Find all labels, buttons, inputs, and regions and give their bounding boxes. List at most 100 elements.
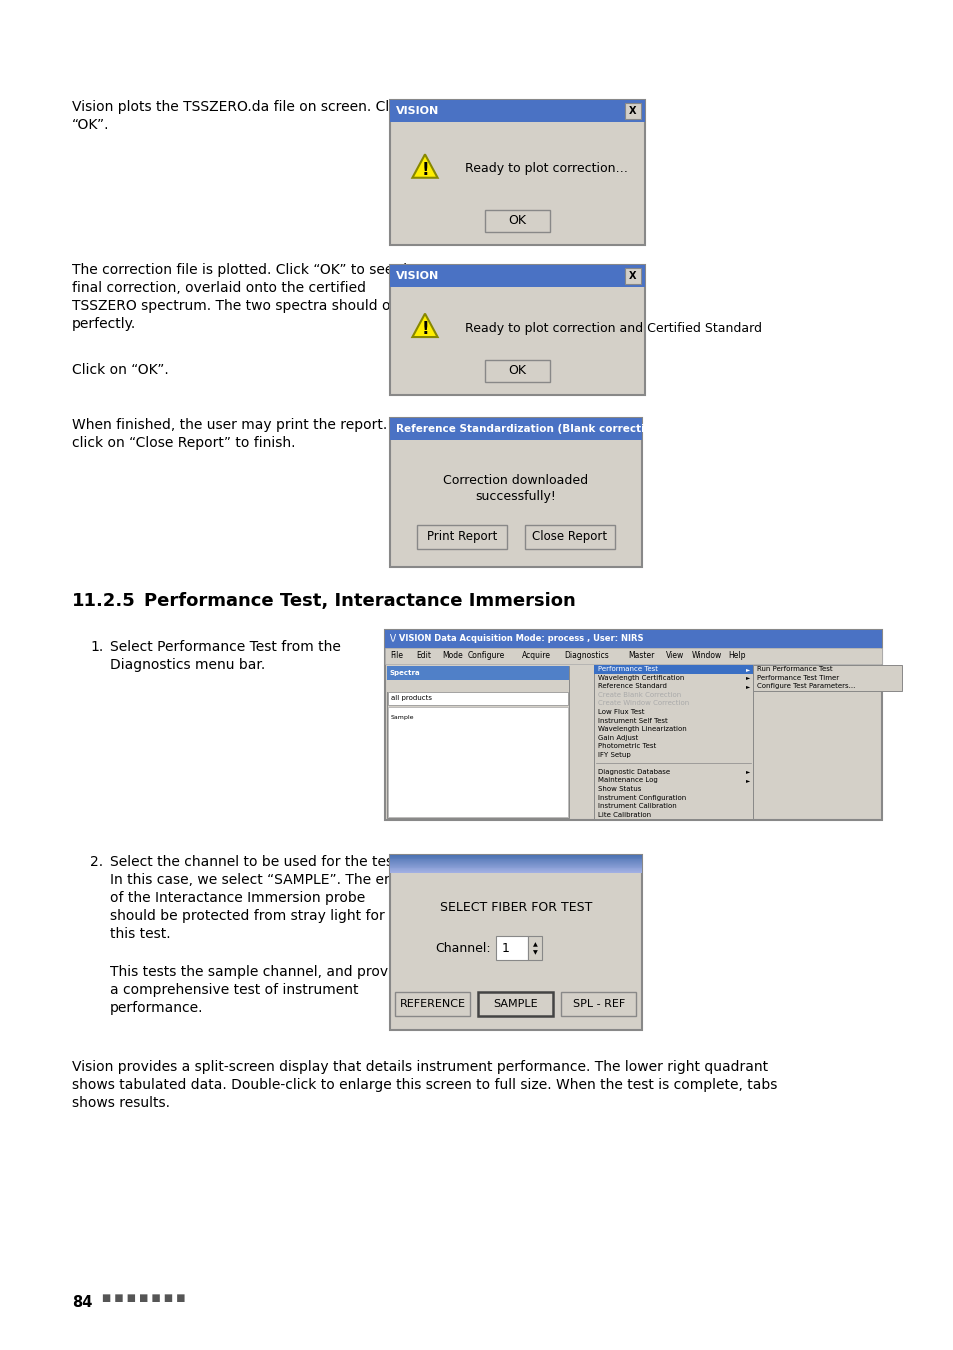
Text: Diagnostics menu bar.: Diagnostics menu bar. (110, 657, 265, 672)
Text: X: X (629, 271, 636, 281)
Text: Click on “OK”.: Click on “OK”. (71, 363, 169, 377)
Text: IFY Setup: IFY Setup (598, 752, 630, 757)
Text: Mode: Mode (441, 652, 462, 660)
Bar (416, 525, 506, 549)
Text: Instrument Self Test: Instrument Self Test (598, 718, 667, 724)
Text: This tests the sample channel, and provides: This tests the sample channel, and provi… (110, 965, 416, 979)
Text: Lite Calibration: Lite Calibration (598, 811, 650, 818)
Bar (385, 630, 882, 819)
Text: ►: ► (744, 769, 749, 775)
Text: VISION: VISION (395, 271, 438, 281)
Bar (390, 100, 644, 122)
Text: performance.: performance. (110, 1000, 203, 1015)
Bar (593, 666, 752, 674)
Text: of the Interactance Immersion probe: of the Interactance Immersion probe (110, 891, 365, 904)
Bar (387, 680, 568, 693)
Text: this test.: this test. (110, 927, 171, 941)
Bar (478, 992, 553, 1017)
Text: Diagnostics: Diagnostics (563, 652, 608, 660)
Text: Master: Master (628, 652, 654, 660)
Text: Reference Standardization (Blank correction): Reference Standardization (Blank correct… (395, 424, 663, 433)
Text: Instrument Configuration: Instrument Configuration (598, 795, 685, 801)
Bar (390, 265, 644, 288)
Text: Show Status: Show Status (598, 786, 640, 792)
Text: Select Performance Test from the: Select Performance Test from the (110, 640, 340, 653)
Text: ►: ► (744, 675, 749, 680)
Bar (395, 992, 470, 1017)
Polygon shape (412, 313, 437, 338)
Bar (390, 418, 641, 567)
Text: Ready to plot correction…: Ready to plot correction… (464, 162, 627, 176)
Text: Gain Adjust: Gain Adjust (598, 734, 638, 741)
Text: ►: ► (744, 667, 749, 672)
Text: Vision provides a split-screen display that details instrument performance. The : Vision provides a split-screen display t… (71, 1060, 767, 1075)
Bar (390, 855, 641, 1030)
Text: \/ VISION Data Acquisition Mode: process , User: NIRS: \/ VISION Data Acquisition Mode: process… (390, 634, 643, 644)
Text: OK: OK (508, 364, 526, 378)
Text: Correction downloaded: Correction downloaded (443, 474, 588, 487)
Text: In this case, we select “SAMPLE”. The end: In this case, we select “SAMPLE”. The en… (110, 873, 401, 887)
Text: SAMPLE: SAMPLE (493, 999, 537, 1008)
Text: Acquire: Acquire (521, 652, 550, 660)
Bar (385, 648, 882, 664)
Polygon shape (412, 154, 437, 178)
Bar (390, 100, 644, 244)
Text: SELECT FIBER FOR TEST: SELECT FIBER FOR TEST (439, 900, 592, 914)
Text: all products: all products (391, 695, 432, 702)
Text: Select the channel to be used for the test.: Select the channel to be used for the te… (110, 855, 402, 869)
Text: Close Report: Close Report (532, 531, 607, 544)
Bar (484, 211, 550, 232)
Bar (388, 707, 567, 817)
Text: Performance Test Timer: Performance Test Timer (756, 675, 838, 680)
Text: !: ! (420, 320, 428, 338)
Text: ►: ► (744, 778, 749, 783)
Bar (387, 666, 568, 680)
Text: ►: ► (744, 684, 749, 688)
Text: VISION: VISION (395, 107, 438, 116)
Text: Diagnostic Database: Diagnostic Database (598, 769, 669, 775)
Text: 11.2.5: 11.2.5 (71, 593, 135, 610)
Bar (561, 992, 636, 1017)
Text: ■ ■ ■ ■ ■ ■ ■: ■ ■ ■ ■ ■ ■ ■ (102, 1293, 185, 1303)
Text: The correction file is plotted. Click “OK” to see the: The correction file is plotted. Click “O… (71, 263, 420, 277)
Text: OK: OK (508, 215, 526, 228)
Text: 2.: 2. (90, 855, 103, 869)
Text: “OK”.: “OK”. (71, 117, 110, 132)
Bar (385, 630, 882, 648)
Text: TSSZERO spectrum. The two spectra should overlay: TSSZERO spectrum. The two spectra should… (71, 298, 434, 313)
Text: ▲: ▲ (532, 942, 537, 946)
Text: Create Blank Correction: Create Blank Correction (598, 693, 680, 698)
Text: should be protected from stray light for: should be protected from stray light for (110, 909, 384, 923)
Text: click on “Close Report” to finish.: click on “Close Report” to finish. (71, 436, 295, 450)
Text: File: File (390, 652, 402, 660)
Text: shows tabulated data. Double-click to enlarge this screen to full size. When the: shows tabulated data. Double-click to en… (71, 1079, 777, 1092)
Bar (390, 418, 641, 440)
Bar (593, 666, 752, 819)
Text: Run Performance Test: Run Performance Test (756, 667, 832, 672)
Text: Wavelength Certification: Wavelength Certification (598, 675, 683, 680)
Text: successfully!: successfully! (475, 490, 556, 504)
Text: Edit: Edit (416, 652, 431, 660)
Bar (752, 666, 901, 691)
Bar (624, 269, 640, 284)
Text: Channel:: Channel: (435, 942, 491, 954)
Text: Spectra: Spectra (390, 670, 420, 676)
Text: Low Flux Test: Low Flux Test (598, 709, 643, 716)
Text: Ready to plot correction and Certified Standard: Ready to plot correction and Certified S… (464, 321, 761, 335)
Text: !: ! (420, 161, 428, 178)
Text: X: X (629, 107, 636, 116)
Text: Help: Help (728, 652, 745, 660)
Text: Configure Test Parameters...: Configure Test Parameters... (756, 683, 854, 690)
Text: SPL - REF: SPL - REF (572, 999, 624, 1008)
Text: Create Window Correction: Create Window Correction (598, 701, 688, 706)
Text: 1: 1 (501, 942, 510, 954)
Text: When finished, the user may print the report. Next,: When finished, the user may print the re… (71, 418, 428, 432)
Text: View: View (665, 652, 683, 660)
Text: Photometric Test: Photometric Test (598, 744, 656, 749)
Text: Configure: Configure (468, 652, 505, 660)
Text: 84: 84 (71, 1295, 92, 1309)
Text: REFERENCE: REFERENCE (399, 999, 465, 1008)
Text: final correction, overlaid onto the certified: final correction, overlaid onto the cert… (71, 281, 366, 296)
Bar (496, 937, 527, 960)
Text: Sample: Sample (391, 716, 414, 720)
